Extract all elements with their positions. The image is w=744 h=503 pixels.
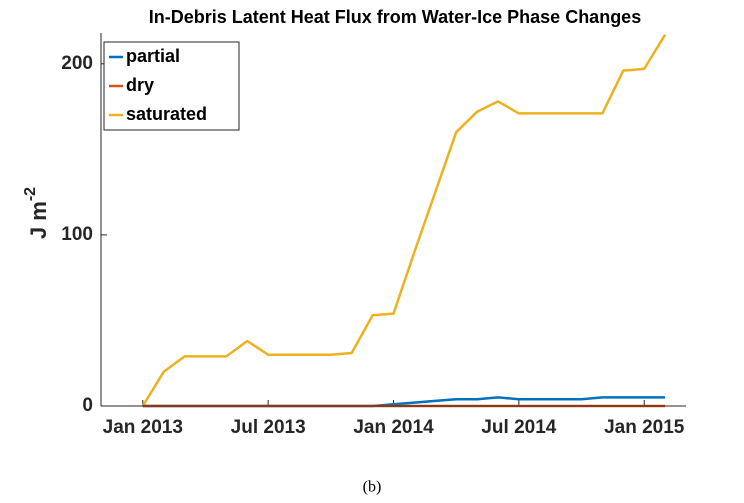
y-tick-label: 0	[82, 395, 93, 416]
x-tick-label: Jan 2015	[604, 417, 685, 438]
legend-label: saturated	[126, 104, 207, 124]
x-tick-label: Jul 2014	[481, 417, 556, 438]
chart-title: In-Debris Latent Heat Flux from Water-Ic…	[149, 7, 641, 27]
y-axis-label: J m-2	[22, 187, 51, 239]
x-tick-label: Jan 2013	[103, 417, 183, 438]
data-line	[142, 396, 666, 408]
x-tick-label: Jan 2014	[353, 417, 434, 438]
x-tick-label: Jul 2013	[231, 417, 306, 438]
legend-box	[103, 41, 240, 131]
y-axis-label-main: J m	[26, 201, 51, 239]
y-axis-label-superscript: -2	[22, 187, 39, 201]
caption: (b)	[363, 479, 382, 496]
y-tick-label: 200	[61, 53, 93, 74]
legend: partial dry saturated	[103, 41, 240, 131]
y-tick-label: 100	[61, 224, 93, 245]
data-line	[141, 34, 667, 407]
legend-label: dry	[126, 75, 154, 95]
legend-label: partial	[126, 46, 180, 66]
